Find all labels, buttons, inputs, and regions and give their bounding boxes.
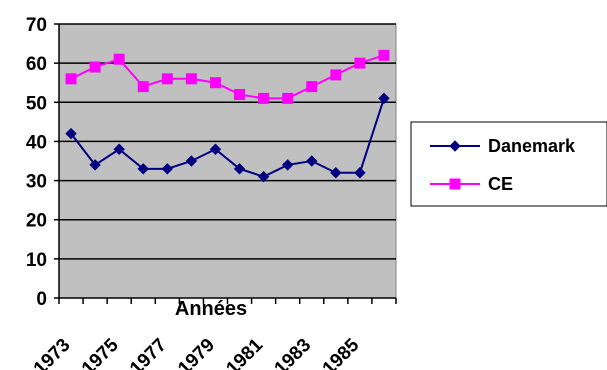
data-point [89,61,101,73]
data-point [209,143,222,155]
y-tick-label: 0 [36,289,47,310]
data-point [209,77,221,89]
legend-label: CE [488,174,513,194]
data-point [113,143,125,155]
series-layer [65,49,390,183]
x-tick-label: 1983 [271,335,316,370]
data-point [354,57,366,69]
data-point [185,155,198,167]
data-point [330,167,342,179]
legend-label: Danemark [488,136,576,156]
data-point [354,167,366,179]
legend-item-ce: CE [430,174,513,194]
y-tick-label: 10 [26,250,47,271]
x-tick-label: 1973 [30,335,75,370]
data-point [306,155,318,167]
data-point [233,163,246,175]
x-tick-label: 1977 [126,335,171,370]
data-point [137,81,149,93]
x-tick-label: 1979 [174,335,219,370]
y-tick-label: 30 [26,172,47,193]
legend-item-danemark: Danemark [430,136,576,156]
legend-marker [449,140,461,152]
x-tick-label: 1981 [222,334,267,370]
data-point [113,53,125,65]
data-point [65,127,77,140]
y-axis-ticks: 0 10 20 30 40 50 60 70 [26,15,59,310]
legend: Danemark CE [430,136,576,194]
y-tick-label: 70 [26,15,47,36]
data-point [378,49,390,61]
series-line [70,98,385,178]
data-point [282,92,294,104]
y-tick-label: 50 [26,93,47,114]
data-point [378,92,390,105]
data-point [257,170,270,183]
legend-marker [449,178,461,190]
y-tick-label: 20 [26,211,47,232]
data-point [185,73,197,85]
data-point [137,163,149,175]
y-tick-label: 40 [26,132,47,153]
legend-box [410,121,607,207]
x-axis-title: Années [175,298,247,320]
x-tick-label: 1975 [78,334,123,370]
plot-area [58,23,397,299]
data-point [330,69,342,81]
data-point [65,73,77,85]
series-danemark [65,92,390,183]
y-tick-label: 60 [26,54,47,75]
series-ce [65,49,390,104]
data-point [161,73,173,85]
data-point [234,88,246,100]
data-point [161,163,174,175]
data-point [89,159,101,171]
x-tick-label: 1985 [319,334,364,370]
data-point [258,92,270,104]
data-point [306,81,318,93]
data-point [281,159,294,171]
